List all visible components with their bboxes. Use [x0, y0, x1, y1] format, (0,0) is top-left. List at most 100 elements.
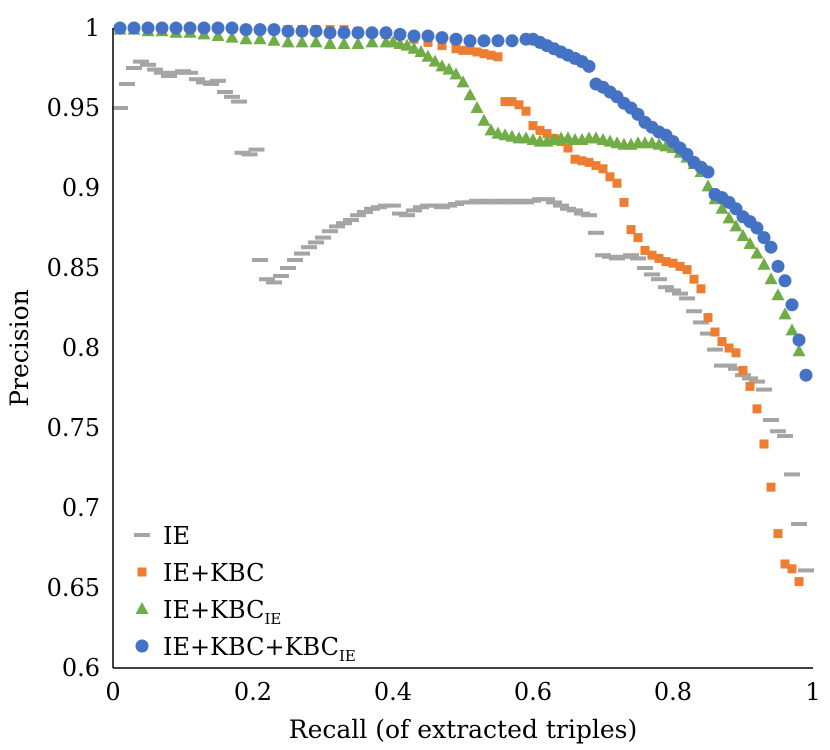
data-point: [350, 213, 366, 218]
data-point: [689, 274, 699, 284]
data-point: [770, 429, 786, 434]
data-point: [715, 201, 729, 214]
data-point: [582, 59, 596, 73]
data-point: [287, 258, 303, 262]
data-point: [756, 387, 772, 392]
data-point: [644, 272, 660, 277]
data-point: [442, 62, 456, 75]
data-point: [309, 24, 323, 38]
data-point: [757, 257, 771, 270]
legend-label: IE: [163, 522, 190, 550]
x-tick-label: 0.2: [234, 678, 272, 706]
data-point: [763, 418, 779, 422]
data-point: [267, 33, 281, 46]
data-points-layer: [112, 21, 814, 587]
data-point: [780, 559, 790, 569]
data-point: [647, 250, 657, 260]
data-point: [799, 368, 813, 382]
data-point: [785, 323, 799, 336]
data-point: [750, 221, 764, 235]
data-point: [749, 379, 765, 384]
data-point: [484, 123, 498, 136]
data-point: [435, 31, 449, 45]
y-tick-label: 0.6: [62, 654, 100, 682]
plot-area: [112, 21, 814, 669]
data-point: [309, 35, 323, 48]
data-point: [535, 125, 545, 135]
data-point: [778, 307, 792, 320]
data-point: [113, 21, 127, 35]
data-point: [357, 210, 373, 214]
data-point: [141, 21, 155, 35]
data-point: [546, 200, 562, 205]
data-point: [729, 219, 743, 232]
data-point: [336, 221, 352, 226]
data-point: [197, 21, 211, 35]
data-point: [225, 30, 239, 43]
data-point: [493, 52, 503, 62]
data-point: [605, 172, 615, 182]
data-point: [463, 34, 477, 48]
data-point: [728, 366, 744, 371]
data-point: [273, 274, 289, 278]
data-point: [553, 203, 569, 208]
data-point: [764, 272, 778, 285]
data-point: [798, 568, 814, 573]
data-point: [630, 256, 646, 261]
x-tick-label: 0.6: [514, 678, 552, 706]
data-point: [477, 113, 491, 126]
data-point: [385, 203, 401, 208]
legend-marker: [135, 602, 149, 614]
data-point: [766, 482, 776, 492]
data-point: [651, 277, 667, 282]
data-point: [465, 45, 475, 55]
data-point: [329, 224, 345, 229]
data-point: [591, 161, 601, 171]
data-point: [351, 26, 365, 40]
legend: IE IE+KBC IE+KBCIE IE+KBC+KBCIE: [134, 522, 356, 665]
data-point: [724, 343, 734, 353]
legend-label: IE+KBC+KBCIE: [163, 633, 356, 665]
data-point: [183, 21, 197, 35]
data-point: [577, 156, 587, 166]
data-point: [407, 29, 421, 43]
legend-label: IE+KBCIE: [163, 596, 281, 628]
data-point: [463, 88, 477, 101]
data-point: [736, 229, 750, 241]
data-point: [792, 333, 806, 347]
data-point: [500, 97, 510, 107]
data-point: [505, 34, 519, 48]
data-point: [231, 99, 247, 104]
data-point: [458, 45, 468, 55]
legend-marker: [135, 639, 149, 653]
data-point: [477, 34, 491, 48]
data-point: [406, 208, 422, 213]
data-point: [773, 529, 783, 539]
data-point: [743, 237, 757, 249]
data-point: [619, 197, 629, 207]
data-point: [563, 143, 573, 153]
legend-entry-3: IE+KBCIE: [135, 596, 281, 628]
data-point: [679, 296, 695, 301]
data-point: [693, 320, 709, 325]
data-point: [778, 274, 792, 288]
y-tick-label: 0.7: [62, 494, 100, 522]
data-point: [161, 74, 177, 78]
data-point: [703, 313, 713, 323]
data-point: [752, 404, 762, 414]
data-point: [491, 34, 505, 48]
data-point: [281, 24, 295, 38]
data-point: [449, 67, 463, 80]
data-point: [365, 35, 379, 48]
y-tick-label: 0.75: [47, 414, 100, 442]
data-point: [323, 37, 337, 49]
data-point: [612, 178, 622, 188]
data-point: [675, 261, 685, 271]
data-point: [588, 230, 604, 235]
series-1: [112, 59, 814, 573]
data-point: [745, 381, 755, 391]
data-point: [721, 363, 737, 368]
data-point: [542, 129, 552, 139]
data-point: [479, 49, 489, 59]
data-point: [486, 50, 496, 60]
